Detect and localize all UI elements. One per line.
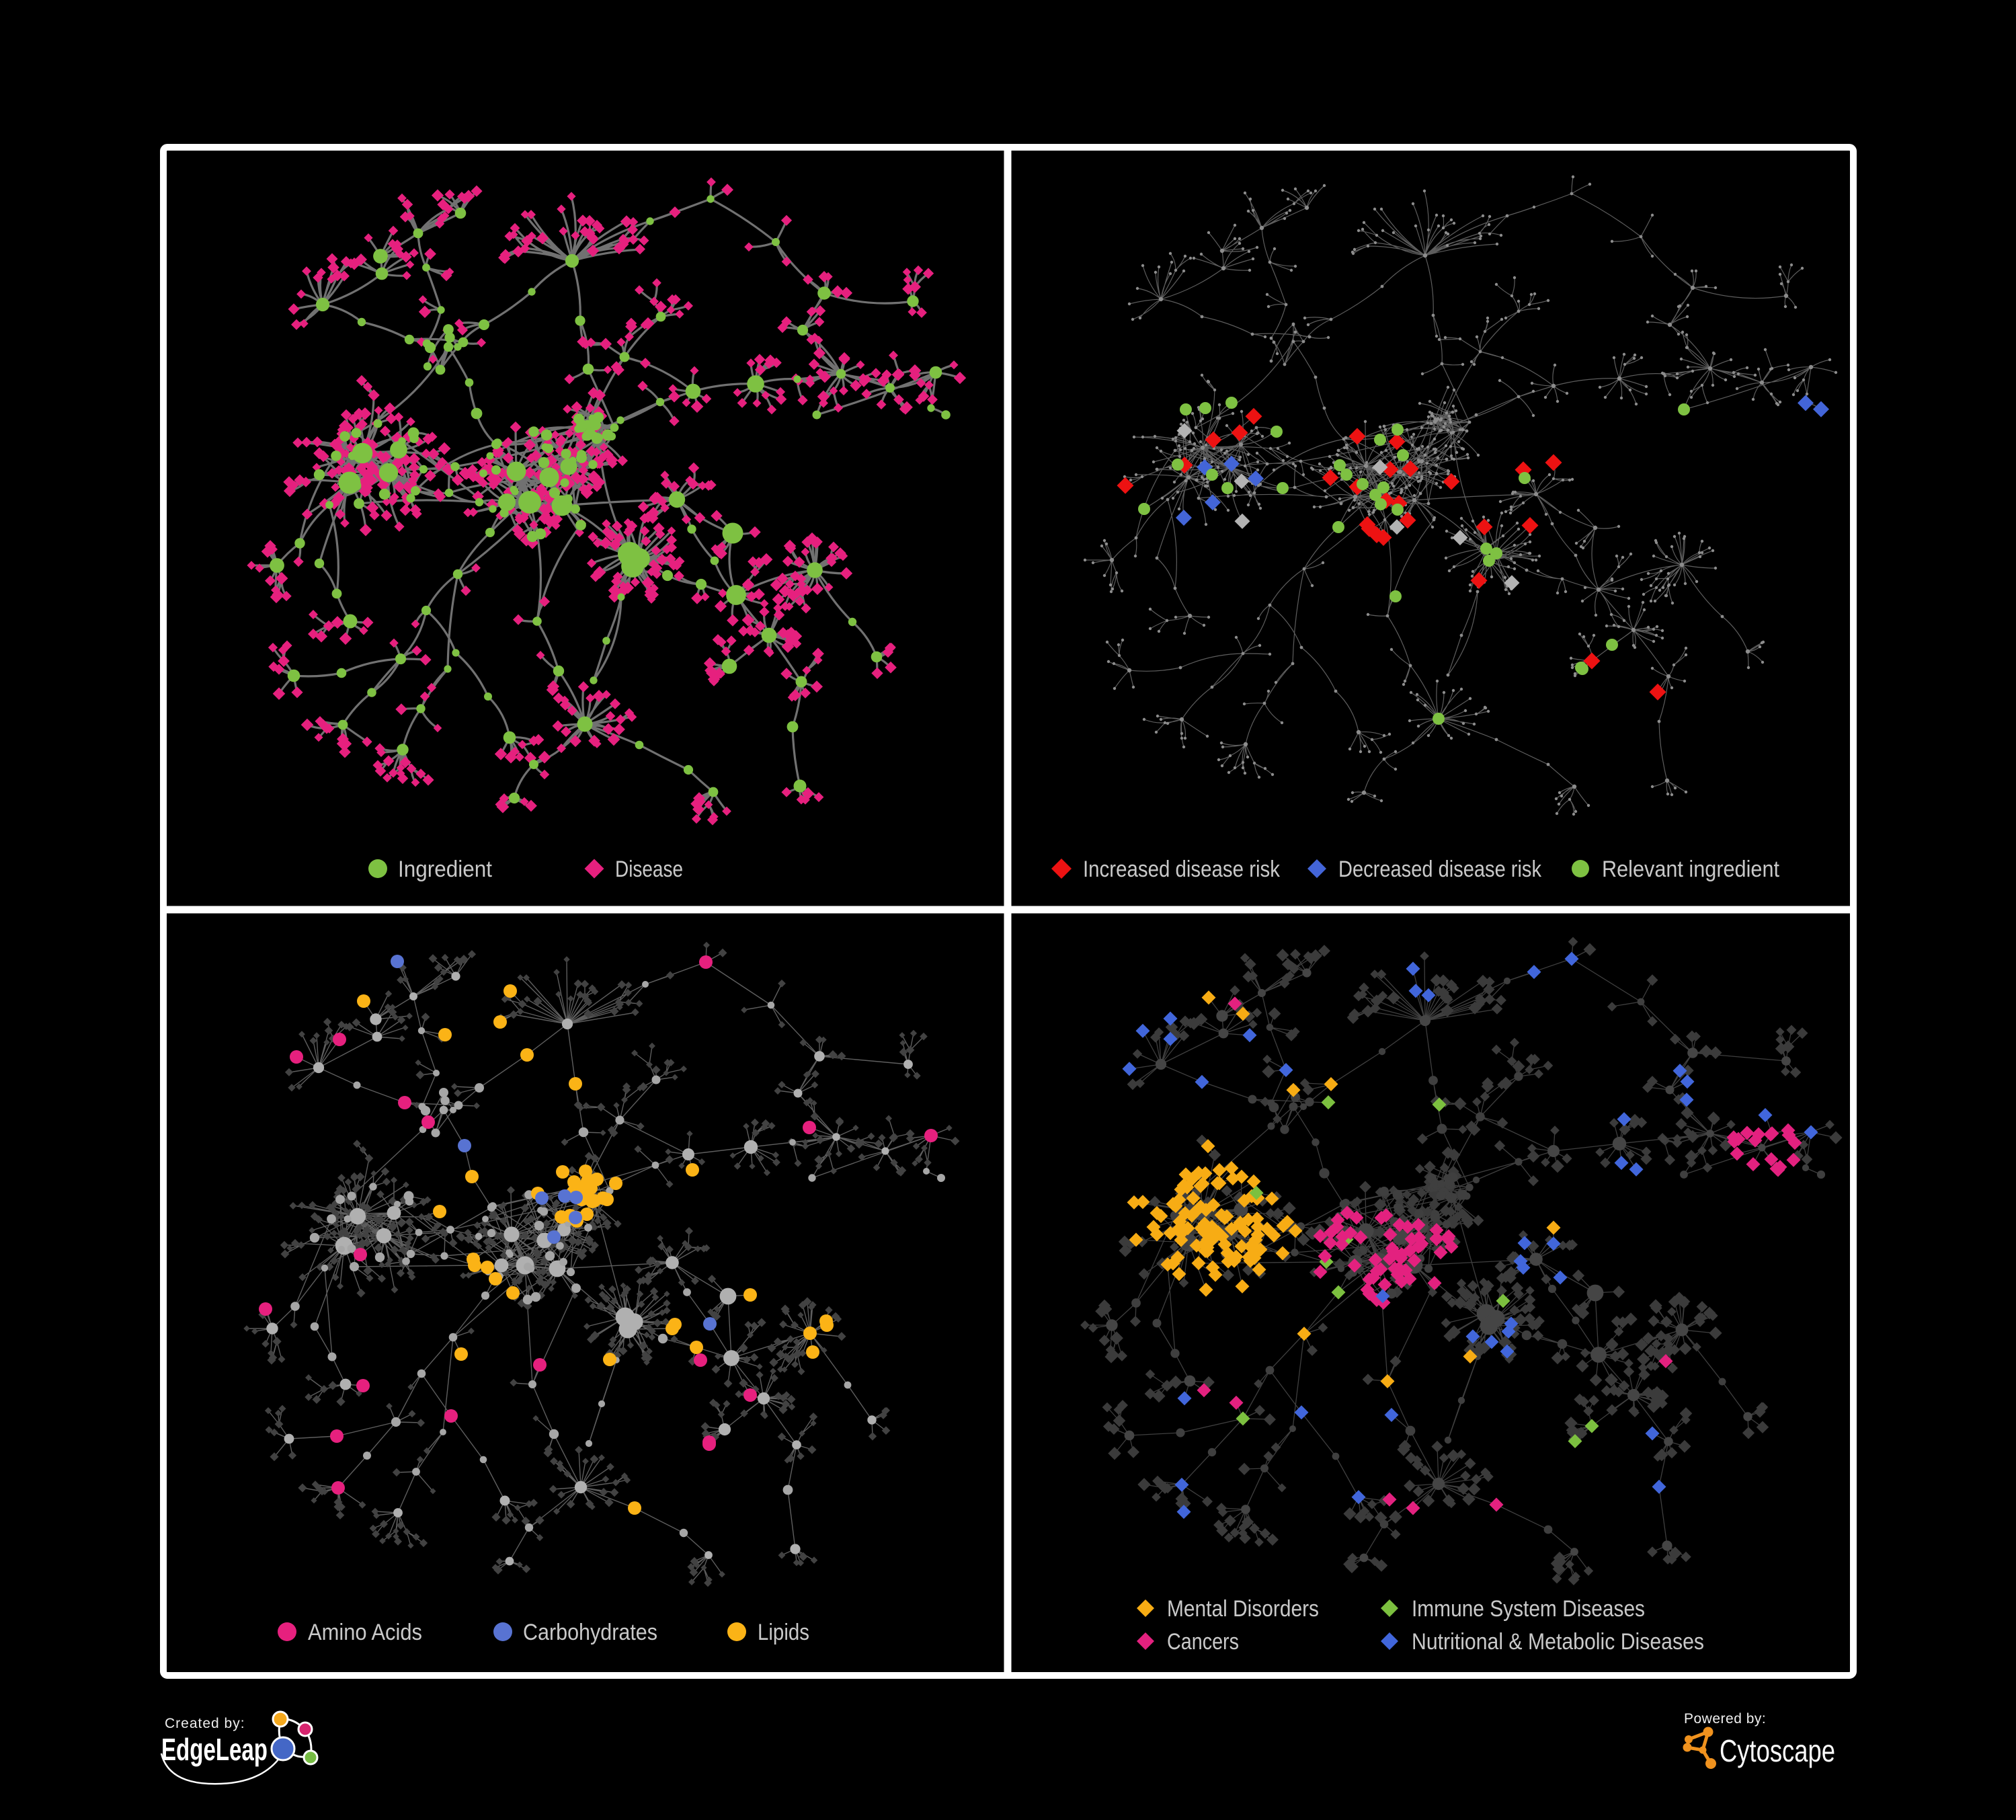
svg-text:Mental Disorders: Mental Disorders [1167,1596,1319,1622]
svg-text:Cytoscape: Cytoscape [1720,1733,1835,1768]
svg-text:Lipids: Lipids [758,1620,809,1645]
svg-text:Carbohydrates: Carbohydrates [523,1620,657,1645]
svg-text:Created by:: Created by: [165,1716,245,1731]
svg-text:Amino Acids: Amino Acids [308,1620,422,1645]
svg-text:EdgeLeap: EdgeLeap [161,1732,268,1767]
svg-text:Increased disease risk: Increased disease risk [1083,857,1281,882]
svg-text:Relevant ingredient: Relevant ingredient [1602,857,1779,882]
svg-text:Powered by:: Powered by: [1684,1711,1766,1727]
svg-text:Immune System Diseases: Immune System Diseases [1412,1596,1645,1622]
svg-text:Cancers: Cancers [1167,1629,1239,1655]
svg-text:Nutritional & Metabolic Diseas: Nutritional & Metabolic Diseases [1412,1629,1704,1655]
svg-text:Disease: Disease [615,857,683,882]
svg-text:Ingredient: Ingredient [398,857,493,882]
svg-text:Decreased disease risk: Decreased disease risk [1338,857,1542,882]
